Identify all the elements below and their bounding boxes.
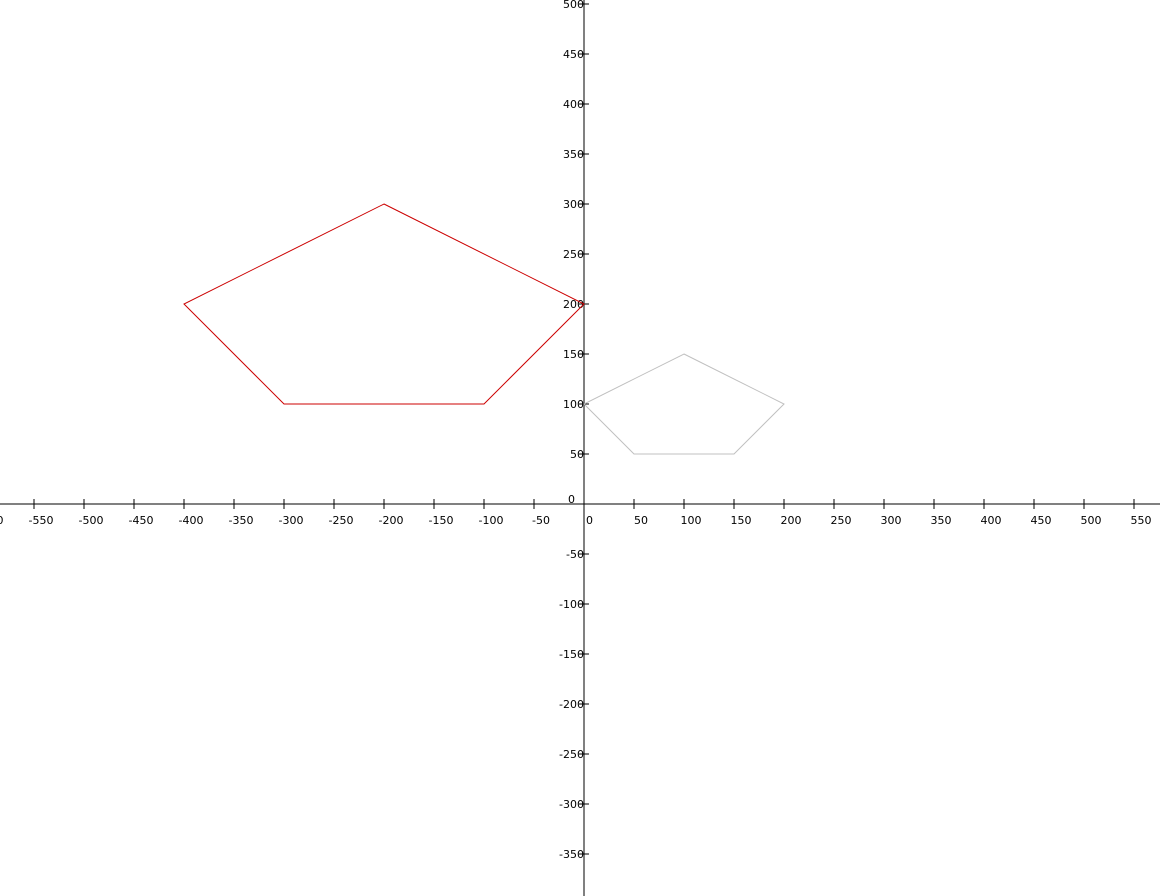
x-tick-label: -600 bbox=[0, 514, 3, 527]
x-tick-label: 400 bbox=[981, 514, 1002, 527]
x-tick-label: -100 bbox=[479, 514, 504, 527]
y-tick-label: 450 bbox=[563, 48, 584, 61]
y-tick-label: 500 bbox=[563, 0, 584, 11]
x-tick-label: 50 bbox=[634, 514, 648, 527]
y-tick-label: -300 bbox=[559, 798, 584, 811]
x-tick-label: 550 bbox=[1131, 514, 1152, 527]
x-tick-label: -550 bbox=[29, 514, 54, 527]
x-tick-label: 300 bbox=[881, 514, 902, 527]
y-tick-label: 100 bbox=[563, 398, 584, 411]
pentagon-1 bbox=[183, 203, 585, 405]
y-tick-label: 200 bbox=[563, 298, 584, 311]
x-tick-label: -250 bbox=[329, 514, 354, 527]
pentagon-2 bbox=[583, 353, 785, 455]
x-tick-label: -50 bbox=[532, 514, 550, 527]
x-tick-label: -500 bbox=[79, 514, 104, 527]
y-tick-label: -100 bbox=[559, 598, 584, 611]
y-tick-label: 350 bbox=[563, 148, 584, 161]
y-tick-label: -150 bbox=[559, 648, 584, 661]
y-tick-label: 400 bbox=[563, 98, 584, 111]
x-tick-label: 350 bbox=[931, 514, 952, 527]
y-tick-label: 250 bbox=[563, 248, 584, 261]
x-tick-label: -350 bbox=[229, 514, 254, 527]
y-tick-label: 150 bbox=[563, 348, 584, 361]
x-tick-label: 450 bbox=[1031, 514, 1052, 527]
x-tick-label: 150 bbox=[731, 514, 752, 527]
y-tick-label: -200 bbox=[559, 698, 584, 711]
y-tick-label: 50 bbox=[570, 448, 584, 461]
x-tick-label: 200 bbox=[781, 514, 802, 527]
y-tick-label: -250 bbox=[559, 748, 584, 761]
x-tick-label: 0 bbox=[586, 514, 593, 527]
y-tick-label: 300 bbox=[563, 198, 584, 211]
x-tick-label: 100 bbox=[681, 514, 702, 527]
x-tick-label: 250 bbox=[831, 514, 852, 527]
x-tick-label: -200 bbox=[379, 514, 404, 527]
y-tick-label: -350 bbox=[559, 848, 584, 861]
x-tick-label: -400 bbox=[179, 514, 204, 527]
polygons bbox=[183, 203, 785, 455]
x-tick-label: 500 bbox=[1081, 514, 1102, 527]
x-tick-label: -450 bbox=[129, 514, 154, 527]
x-tick-label: -150 bbox=[429, 514, 454, 527]
y-tick-label: -50 bbox=[566, 548, 584, 561]
x-tick-label: -300 bbox=[279, 514, 304, 527]
y-tick-label: 0 bbox=[568, 493, 575, 506]
